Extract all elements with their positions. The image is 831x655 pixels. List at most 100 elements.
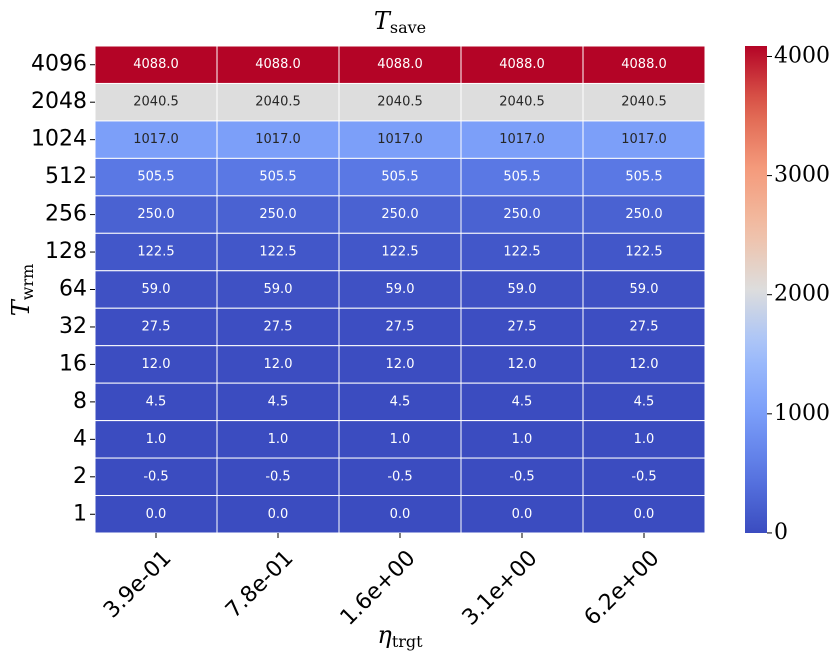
cell-label: 59.0	[264, 282, 293, 297]
cell-label: 250.0	[137, 207, 174, 222]
y-tick-label: 4	[73, 426, 87, 451]
heatmap-cell	[582, 45, 706, 84]
cell-label: 12.0	[386, 357, 415, 372]
cell-label: 12.0	[142, 357, 171, 372]
cell-label: 4088.0	[255, 57, 301, 72]
cell-label: 2040.5	[621, 95, 667, 110]
heatmap-cell	[582, 82, 706, 122]
heatmap-cell	[460, 457, 584, 497]
cell-label: -0.5	[509, 469, 534, 484]
cell-label: 4.5	[634, 394, 655, 409]
x-tick-label: 3.9e-01	[99, 546, 176, 623]
x-tick-label: 3.1e+00	[458, 546, 543, 631]
y-tick-label: 1024	[31, 127, 87, 152]
heatmap-cell	[94, 120, 218, 159]
y-tick-label: 4096	[31, 52, 87, 77]
cell-label: 250.0	[625, 207, 662, 222]
cell-label: 12.0	[630, 357, 659, 372]
y-tick-label: 2048	[31, 89, 87, 114]
cell-label: 505.5	[259, 170, 296, 185]
cell-label: 122.5	[381, 245, 418, 260]
heatmap-cell	[94, 232, 218, 272]
cell-label: 1.0	[146, 432, 167, 447]
heatmap-cell	[338, 120, 462, 159]
cell-label: 4088.0	[377, 57, 423, 72]
colorbar-tick-label: 2000	[774, 282, 830, 307]
title-sub: save	[390, 18, 426, 37]
cell-label: 0.0	[146, 507, 167, 522]
y-tick-label: 256	[45, 202, 87, 227]
xlabel-base: η	[377, 621, 392, 649]
cell-label: 59.0	[508, 282, 537, 297]
x-tick-label: 7.8e-01	[221, 546, 298, 623]
heatmap-cell	[216, 195, 340, 234]
heatmap-cell	[94, 82, 218, 122]
cell-label: 27.5	[630, 319, 659, 334]
cell-label: 2040.5	[377, 95, 423, 110]
cell-label: 122.5	[503, 245, 540, 260]
x-axis-label: ηtrgt	[377, 621, 423, 651]
cell-label: 2040.5	[133, 95, 179, 110]
cell-label: 0.0	[268, 507, 289, 522]
cell-label: 2040.5	[499, 95, 545, 110]
heatmap-cell	[338, 307, 462, 347]
cell-label: 505.5	[137, 170, 174, 185]
heatmap-cell	[582, 457, 706, 497]
y-tick-label: 1	[73, 501, 87, 526]
heatmap-cell	[460, 307, 584, 347]
cell-label: 1.0	[390, 432, 411, 447]
cell-label: 1017.0	[133, 132, 179, 147]
heatmap-cell	[582, 157, 706, 197]
cell-label: 4088.0	[499, 57, 545, 72]
y-tick-label: 128	[45, 239, 87, 264]
heatmap-cell	[460, 232, 584, 272]
y-tick-label: 512	[45, 164, 87, 189]
heatmap-cell	[338, 495, 462, 534]
colorbar-tick-label: 4000	[774, 43, 830, 68]
cell-label: 122.5	[137, 245, 174, 260]
cell-label: 505.5	[381, 170, 418, 185]
cell-label: 1017.0	[255, 132, 301, 147]
cell-label: 59.0	[386, 282, 415, 297]
y-axis-label: Twrm	[7, 264, 37, 317]
y-tick-label: 16	[59, 351, 87, 376]
cell-label: 0.0	[512, 507, 533, 522]
cell-label: 122.5	[259, 245, 296, 260]
heatmap-cell	[582, 495, 706, 534]
colorbar-tick-label: 0	[774, 520, 788, 545]
heatmap-cell	[216, 457, 340, 497]
cell-label: 27.5	[142, 319, 171, 334]
heatmap-cell	[460, 345, 584, 384]
cell-label: -0.5	[143, 469, 168, 484]
heatmap-cell	[582, 345, 706, 384]
chart-title: Tsave	[374, 7, 426, 37]
cell-label: 1.0	[512, 432, 533, 447]
heatmap-cell	[338, 157, 462, 197]
cell-label: 122.5	[625, 245, 662, 260]
colorbar-tick-label: 3000	[774, 163, 830, 188]
cell-label: 27.5	[508, 319, 537, 334]
heatmap-cell	[582, 382, 706, 422]
cell-label: 4088.0	[621, 57, 667, 72]
cell-label: 27.5	[264, 319, 293, 334]
cell-label: 27.5	[386, 319, 415, 334]
heatmap-cell	[216, 345, 340, 384]
heatmap-cell	[338, 232, 462, 272]
heatmap-cell	[216, 120, 340, 159]
heatmap-cell	[460, 45, 584, 84]
heatmap-cell	[582, 270, 706, 309]
colorbar-tick-label: 1000	[774, 401, 830, 426]
heatmap-cell	[460, 157, 584, 197]
cell-label: 250.0	[381, 207, 418, 222]
heatmap-cell	[338, 345, 462, 384]
cell-label: 4.5	[268, 394, 289, 409]
cell-label: 12.0	[264, 357, 293, 372]
heatmap-cell	[582, 195, 706, 234]
heatmap-cell	[338, 45, 462, 84]
heatmap-cell	[582, 232, 706, 272]
cell-label: 4.5	[146, 394, 167, 409]
ylabel-sub: wrm	[18, 264, 37, 301]
cell-label: 0.0	[634, 507, 655, 522]
heatmap-cell	[338, 382, 462, 422]
heatmap-cell	[460, 420, 584, 459]
